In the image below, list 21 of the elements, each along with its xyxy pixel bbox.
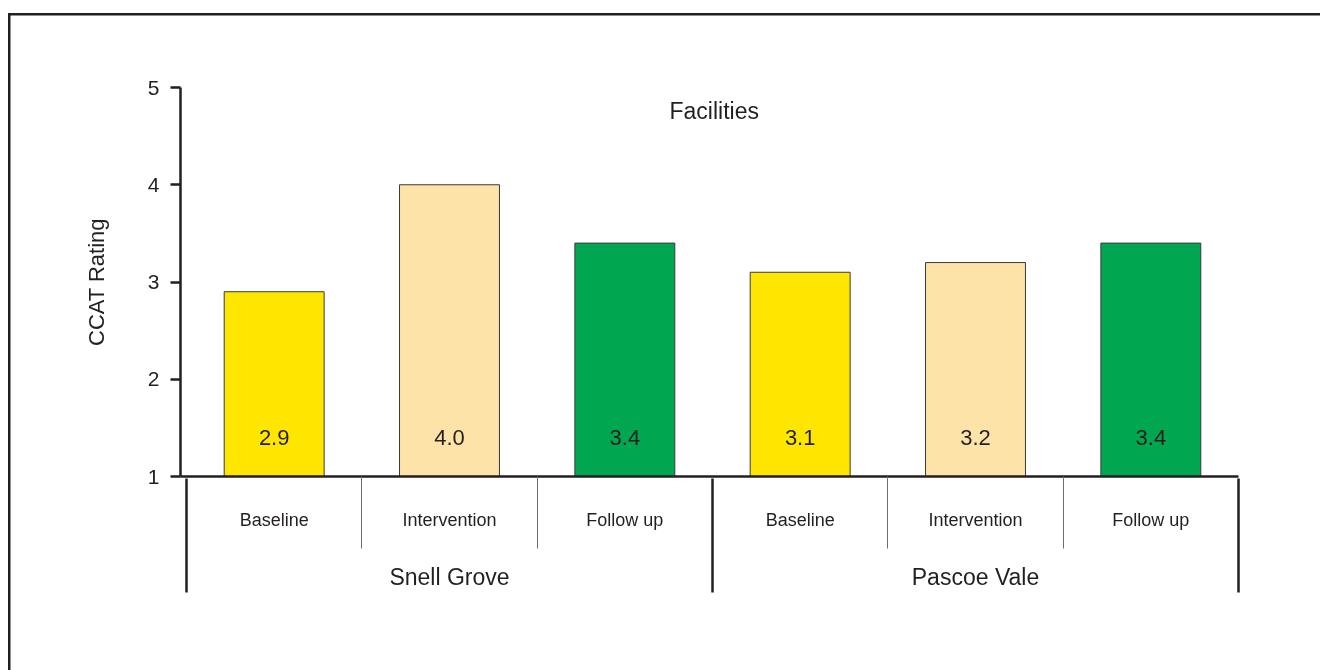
x-tick-label: Follow up <box>1112 509 1190 530</box>
data-label: 2.9 <box>258 425 290 450</box>
x-tick-label: Intervention <box>402 509 497 530</box>
data-label: 3.4 <box>609 425 641 450</box>
data-label: 4.0 <box>434 425 465 450</box>
x-tick-label: Baseline <box>765 509 835 530</box>
data-label: 3.4 <box>1135 425 1167 450</box>
y-tick-label: 1 <box>147 464 160 488</box>
y-tick-label: 4 <box>147 172 160 196</box>
y-tick-label: 5 <box>147 75 160 99</box>
data-label: 3.2 <box>960 425 991 450</box>
y-axis-title: CCAT Rating <box>83 218 109 346</box>
x-tick-label: Intervention <box>928 509 1023 530</box>
y-tick-label: 3 <box>147 270 160 293</box>
x-tick-label: Follow up <box>586 509 664 530</box>
x-tick-label: Baseline <box>239 509 309 530</box>
y-tick-label: 2 <box>147 367 160 391</box>
text: Snell Grove <box>389 563 510 590</box>
data-label: 3.1 <box>784 425 816 450</box>
text: Pascoe Vale <box>911 563 1040 590</box>
chart-title: Facilities <box>669 97 759 124</box>
